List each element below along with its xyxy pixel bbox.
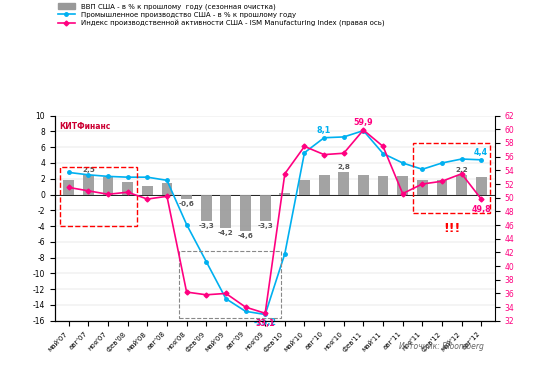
Bar xyxy=(181,195,192,199)
Bar xyxy=(299,179,310,195)
Bar xyxy=(122,182,133,195)
Bar xyxy=(162,183,172,195)
Text: 2,5: 2,5 xyxy=(82,167,95,173)
Text: 2,2: 2,2 xyxy=(455,167,468,173)
Text: -3,3: -3,3 xyxy=(199,223,214,229)
Bar xyxy=(417,180,428,195)
Text: 2,8: 2,8 xyxy=(337,164,350,170)
Text: -15,2: -15,2 xyxy=(254,319,277,327)
Legend: ВВП США - в % к прошлому  году (сезонная очистка), Промышленное производство США: ВВП США - в % к прошлому году (сезонная … xyxy=(55,0,387,30)
Bar xyxy=(378,176,388,195)
Bar xyxy=(358,175,369,195)
Bar xyxy=(221,195,232,228)
Bar xyxy=(142,186,153,195)
Text: Источник: Bloomberg: Источник: Bloomberg xyxy=(399,342,484,351)
Text: -4,6: -4,6 xyxy=(238,233,254,239)
Bar xyxy=(397,176,408,195)
Text: -4,2: -4,2 xyxy=(218,230,234,236)
Bar xyxy=(338,172,349,195)
Bar xyxy=(476,177,487,195)
Text: 59,9: 59,9 xyxy=(354,117,373,126)
Bar xyxy=(414,143,490,213)
Bar xyxy=(260,195,271,220)
Text: 8,1: 8,1 xyxy=(317,126,331,135)
Text: 33,1: 33,1 xyxy=(255,319,275,328)
Bar xyxy=(201,195,212,220)
Text: КИТФинанс: КИТФинанс xyxy=(59,122,111,131)
Text: 49,8: 49,8 xyxy=(471,204,491,213)
Bar xyxy=(83,175,94,195)
Bar xyxy=(456,175,467,195)
Bar xyxy=(179,251,281,318)
Bar xyxy=(318,175,329,195)
Bar xyxy=(63,180,74,195)
Text: -3,3: -3,3 xyxy=(257,223,273,229)
Bar xyxy=(103,177,113,195)
Text: -0,6: -0,6 xyxy=(179,201,195,207)
Bar xyxy=(279,193,290,195)
Text: 4,4: 4,4 xyxy=(474,148,488,157)
Bar xyxy=(240,195,251,231)
Bar xyxy=(437,180,447,195)
Text: !!!: !!! xyxy=(443,222,460,235)
Bar xyxy=(60,167,136,226)
